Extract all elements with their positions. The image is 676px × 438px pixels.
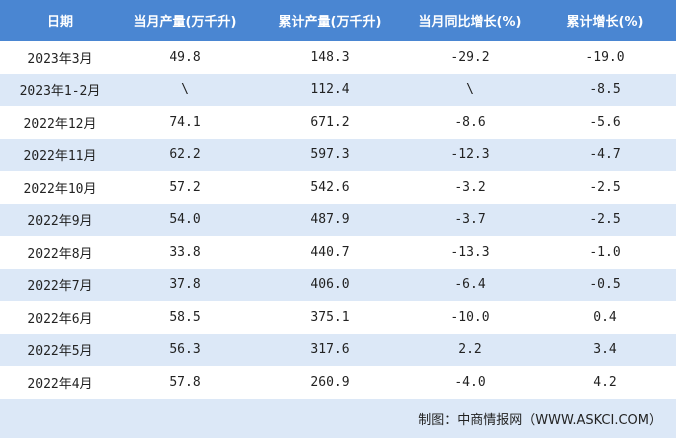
value-cell: 487.9 xyxy=(310,212,350,228)
table-row: 2022年7月 37.8 406.0 -6.4 -0.5 xyxy=(0,268,676,301)
value-cell: 440.7 xyxy=(310,244,350,260)
date-cell: 2022年8月 xyxy=(27,246,93,262)
value-cell: -5.6 xyxy=(589,114,621,130)
value-cell: -2.5 xyxy=(589,179,621,195)
table-row: 2022年5月 56.3 317.6 2.2 3.4 xyxy=(0,333,676,366)
table-row: 2022年8月 33.8 440.7 -13.3 -1.0 xyxy=(0,236,676,269)
table-row: 2022年10月 57.2 542.6 -3.2 -2.5 xyxy=(0,171,676,204)
header-cell: 日期 xyxy=(46,15,73,30)
value-cell: 37.8 xyxy=(169,277,201,293)
value-cell: 62.2 xyxy=(169,147,201,163)
table-row: 2022年12月 74.1 671.2 -8.6 -5.6 xyxy=(0,106,676,139)
value-cell: -3.7 xyxy=(454,212,486,228)
header-cell: 累计增长(%) xyxy=(566,15,644,30)
table-row: 2022年4月 57.8 260.9 -4.0 4.2 xyxy=(0,366,676,399)
value-cell: 671.2 xyxy=(310,114,350,130)
value-cell: 57.2 xyxy=(169,179,201,195)
value-cell: \ xyxy=(181,82,189,98)
header-cell: 当月产量(万千升) xyxy=(133,15,237,30)
table-row: 2022年11月 62.2 597.3 -12.3 -4.7 xyxy=(0,138,676,171)
value-cell: 406.0 xyxy=(310,277,350,293)
value-cell: -8.6 xyxy=(454,114,486,130)
value-cell: -8.5 xyxy=(589,82,621,98)
value-cell: 3.4 xyxy=(593,342,617,358)
value-cell: -10.0 xyxy=(450,309,490,325)
value-cell: 56.3 xyxy=(169,342,201,358)
value-cell: -6.4 xyxy=(454,277,486,293)
value-cell: -3.2 xyxy=(454,179,486,195)
table-row: 2022年6月 58.5 375.1 -10.0 0.4 xyxy=(0,301,676,334)
value-cell: 148.3 xyxy=(310,49,350,65)
value-cell: 58.5 xyxy=(169,309,201,325)
value-cell: 317.6 xyxy=(310,342,350,358)
header-cell: 累计产量(万千升) xyxy=(278,15,382,30)
value-cell: 49.8 xyxy=(169,49,201,65)
footer-row: 制图：中商情报网（WWW.ASKCI.COM） xyxy=(0,398,676,438)
date-cell: 2022年11月 xyxy=(23,149,97,165)
value-cell: 260.9 xyxy=(310,374,350,390)
value-cell: -29.2 xyxy=(450,49,490,65)
date-cell: 2023年1-2月 xyxy=(19,84,101,100)
value-cell: 4.2 xyxy=(593,374,617,390)
value-cell: -13.3 xyxy=(450,244,490,260)
date-cell: 2022年5月 xyxy=(27,344,93,360)
value-cell: -4.7 xyxy=(589,147,621,163)
table-row: 2023年1-2月 \ 112.4 \ -8.5 xyxy=(0,73,676,106)
value-cell: 54.0 xyxy=(169,212,201,228)
value-cell: 0.4 xyxy=(593,309,617,325)
header-row: 日期 当月产量(万千升) 累计产量(万千升) 当月同比增长(%) 累计增长(%) xyxy=(0,0,676,41)
date-cell: 2022年6月 xyxy=(27,311,93,327)
date-cell: 2022年10月 xyxy=(23,181,97,197)
date-cell: 2022年9月 xyxy=(27,214,93,230)
value-cell: -2.5 xyxy=(589,212,621,228)
header-cell: 当月同比增长(%) xyxy=(418,15,522,30)
value-cell: \ xyxy=(466,82,474,98)
value-cell: 375.1 xyxy=(310,309,350,325)
source-note: 制图：中商情报网（WWW.ASKCI.COM） xyxy=(418,412,662,428)
value-cell: -12.3 xyxy=(450,147,490,163)
value-cell: 33.8 xyxy=(169,244,201,260)
table-row: 2022年9月 54.0 487.9 -3.7 -2.5 xyxy=(0,203,676,236)
date-cell: 2022年12月 xyxy=(23,116,97,132)
date-cell: 2022年4月 xyxy=(27,376,93,392)
value-cell: -4.0 xyxy=(454,374,486,390)
value-cell: 74.1 xyxy=(169,114,201,130)
value-cell: 57.8 xyxy=(169,374,201,390)
value-cell: -19.0 xyxy=(585,49,625,65)
date-cell: 2023年3月 xyxy=(27,51,93,67)
table-row: 2023年3月 49.8 148.3 -29.2 -19.0 xyxy=(0,41,676,74)
value-cell: 112.4 xyxy=(310,82,350,98)
date-cell: 2022年7月 xyxy=(27,279,93,295)
value-cell: 597.3 xyxy=(310,147,350,163)
value-cell: 542.6 xyxy=(310,179,350,195)
value-cell: 2.2 xyxy=(458,342,482,358)
value-cell: -1.0 xyxy=(589,244,621,260)
value-cell: -0.5 xyxy=(589,277,621,293)
